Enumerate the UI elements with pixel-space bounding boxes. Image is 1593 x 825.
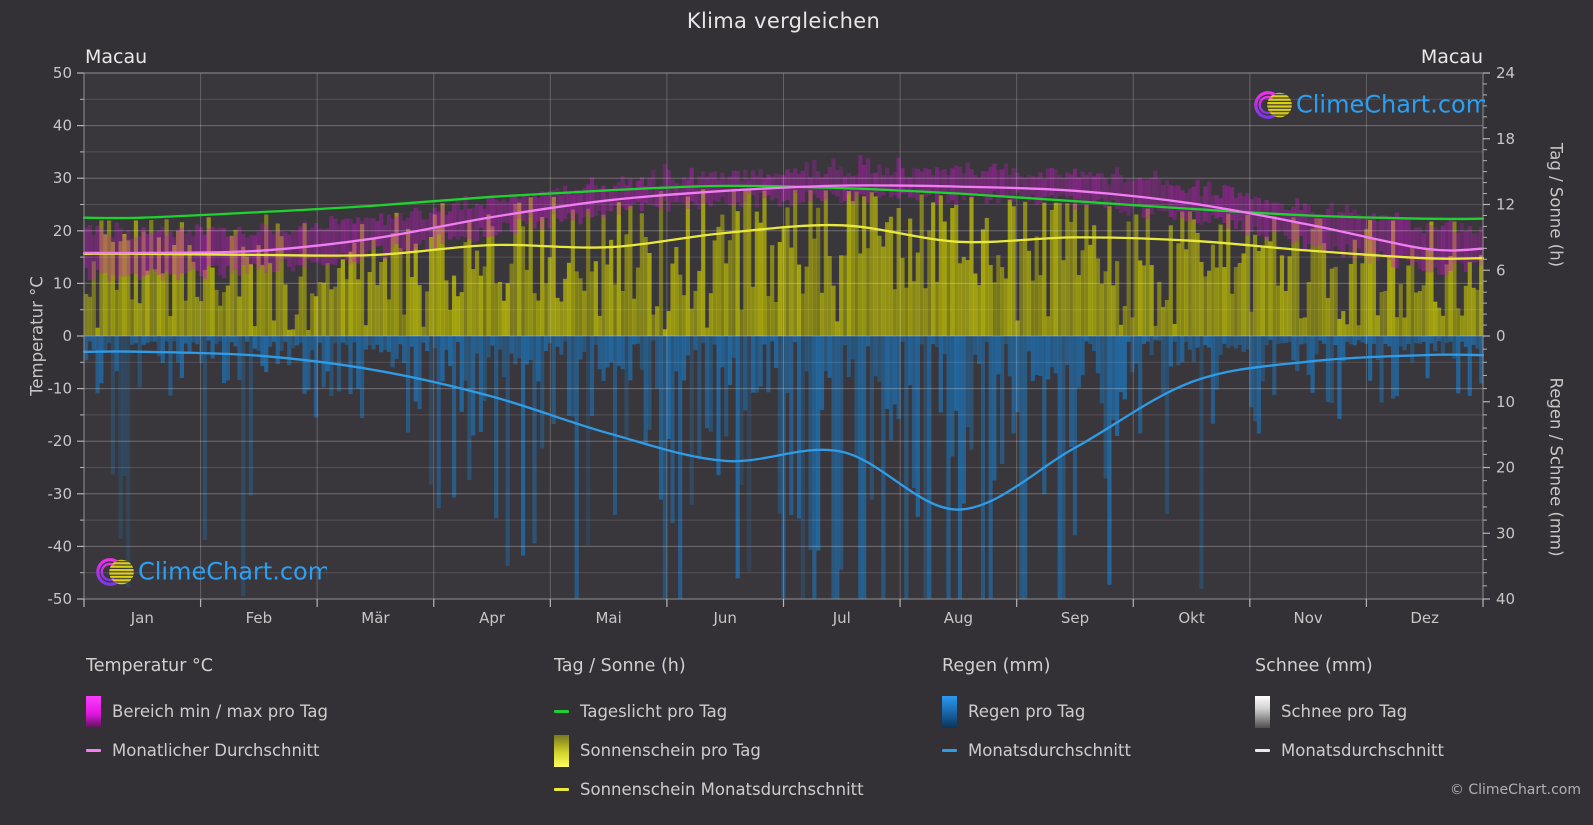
axis-tick-label: 24 (1496, 64, 1515, 82)
legend-item-temp-range: Bereich min / max pro Tag (86, 692, 328, 731)
legend-group-snow: Schnee (mm) Schnee pro Tag Monatsdurchsc… (1255, 656, 1444, 770)
temp-avg-line-swatch (86, 749, 101, 752)
climechart-logo-top-right: ClimeChart.com (1250, 85, 1485, 125)
legend-item-label: Schnee pro Tag (1281, 702, 1408, 721)
legend-item-label: Bereich min / max pro Tag (112, 702, 328, 721)
month-label: Mär (361, 609, 390, 627)
axis-tick-label: -20 (48, 432, 73, 450)
axis-tick-label: 50 (53, 64, 72, 82)
axis-tick-label: 20 (1496, 459, 1515, 477)
watermark-text: ClimeChart.com (1296, 91, 1485, 119)
temp-range-band-layer (84, 155, 1484, 281)
legend-item-snow-avg: Monatsdurchschnitt (1255, 731, 1444, 770)
logo-c-ring-inner (1258, 95, 1273, 115)
legend-item-rain-avg: Monatsdurchschnitt (942, 731, 1131, 770)
month-label: Sep (1061, 609, 1089, 627)
legend-item-daylight: Tageslicht pro Tag (554, 692, 864, 731)
month-label: Aug (944, 609, 973, 627)
sunshine-swatch (554, 734, 569, 767)
axis-tick-label: 6 (1496, 261, 1506, 279)
logo-c-ring-outer (1254, 91, 1276, 119)
daylight-line-swatch (554, 710, 569, 713)
axis-tick-label: 0 (62, 327, 72, 345)
legend-item-label: Monatlicher Durchschnitt (112, 741, 320, 760)
page-title: Klima vergleichen (686, 9, 881, 33)
temp-range-swatch (86, 695, 101, 728)
axes-layer: 50 40 30 20 10 0 -10 -20 -30 -40 -50 24 18 12 6 0 10 20 30… (48, 64, 1516, 627)
axis-tick-label: 30 (1496, 524, 1515, 542)
axis-tick-label: -30 (48, 485, 73, 503)
station-label-left: Macau (85, 46, 148, 68)
snow-swatch (1255, 695, 1270, 728)
legend-item-label: Sonnenschein pro Tag (580, 741, 761, 760)
legend-header-snow: Schnee (mm) (1255, 656, 1373, 676)
month-label: Okt (1178, 609, 1204, 627)
sunshine-avg-line-swatch (554, 788, 569, 791)
month-label: Apr (479, 609, 506, 627)
legend-item-label: Monatsdurchschnitt (968, 741, 1131, 760)
month-label: Feb (246, 609, 273, 627)
logo-c-ring-inner (100, 562, 115, 582)
grid-layer (84, 72, 1483, 600)
average-lines-layer (82, 184, 1485, 511)
axis-tick-label: 0 (1496, 327, 1506, 345)
station-label-right: Macau (1420, 46, 1483, 68)
daylight-line (82, 184, 1485, 221)
month-label: Jan (130, 609, 154, 627)
legend-item-sunshine-daily: Sonnenschein pro Tag (554, 731, 864, 770)
axis-tick-label: 10 (53, 274, 72, 292)
sunshine-average-line (82, 223, 1485, 260)
legend-item-snow-daily: Schnee pro Tag (1255, 692, 1444, 731)
month-label: Jul (832, 609, 851, 627)
logo-sun-icon (109, 559, 134, 585)
month-label: Mai (595, 609, 621, 627)
watermark-text: ClimeChart.com (138, 558, 327, 586)
logo-c-ring-outer (96, 558, 118, 586)
axis-tick-label: 40 (53, 117, 72, 135)
plot-background (84, 73, 1483, 599)
legend-item-label: Sonnenschein Monatsdurchschnitt (580, 780, 864, 799)
logo-sun-icon (1267, 92, 1292, 118)
month-label: Nov (1293, 609, 1322, 627)
climechart-logo-icon: ClimeChart.com (1254, 91, 1485, 119)
legend-header-day-sun: Tag / Sonne (h) (554, 656, 686, 676)
legend-header-temperature: Temperatur °C (86, 656, 214, 676)
axis-tick-label: 12 (1496, 196, 1515, 214)
axis-tick-label: 30 (53, 169, 72, 187)
axis-tick-label: 18 (1496, 130, 1515, 148)
rain-average-line (82, 350, 1485, 511)
legend-item-label: Tageslicht pro Tag (580, 702, 728, 721)
climechart-logo-icon: ClimeChart.com (96, 558, 327, 586)
legend-group-temperature: Temperatur °C Bereich min / max pro Tag … (86, 656, 328, 770)
copyright-notice: © ClimeChart.com (1449, 782, 1581, 798)
legend-group-rain: Regen (mm) Regen pro Tag Monatsdurchschn… (942, 656, 1131, 770)
snow-avg-line-swatch (1255, 749, 1270, 752)
legend-item-sunshine-avg: Sonnenschein Monatsdurchschnitt (554, 770, 864, 809)
legend-item-label: Regen pro Tag (968, 702, 1086, 721)
right-axis-bottom-title: Regen / Schnee (mm) (1546, 377, 1566, 557)
month-label: Dez (1410, 609, 1439, 627)
plot-frame (83, 72, 1484, 600)
sunshine-bars-layer (84, 188, 1484, 336)
legend-group-day-sun: Tag / Sonne (h) Tageslicht pro Tag Sonne… (554, 656, 864, 809)
rain-avg-line-swatch (942, 749, 957, 752)
legend-item-rain-daily: Regen pro Tag (942, 692, 1131, 731)
legend-header-rain: Regen (mm) (942, 656, 1051, 676)
legend: Temperatur °C Bereich min / max pro Tag … (0, 656, 1593, 816)
climechart-logo-bottom-left: ClimeChart.com (92, 552, 327, 592)
legend-item-temp-avg: Monatlicher Durchschnitt (86, 731, 328, 770)
month-label: Jun (712, 609, 736, 627)
right-axis-top-title: Tag / Sonne (h) (1546, 142, 1566, 268)
axis-tick-label: 20 (53, 222, 72, 240)
axis-tick-label: -50 (48, 590, 73, 608)
axis-tick-label: -10 (48, 380, 73, 398)
axis-tick-label: -40 (48, 537, 73, 555)
axis-tick-label: 10 (1496, 393, 1515, 411)
temperature-average-line (82, 184, 1485, 255)
axis-tick-label: 40 (1496, 590, 1515, 608)
left-axis-title: Temperatur °C (27, 276, 47, 396)
rain-swatch (942, 695, 957, 728)
legend-item-label: Monatsdurchschnitt (1281, 741, 1444, 760)
